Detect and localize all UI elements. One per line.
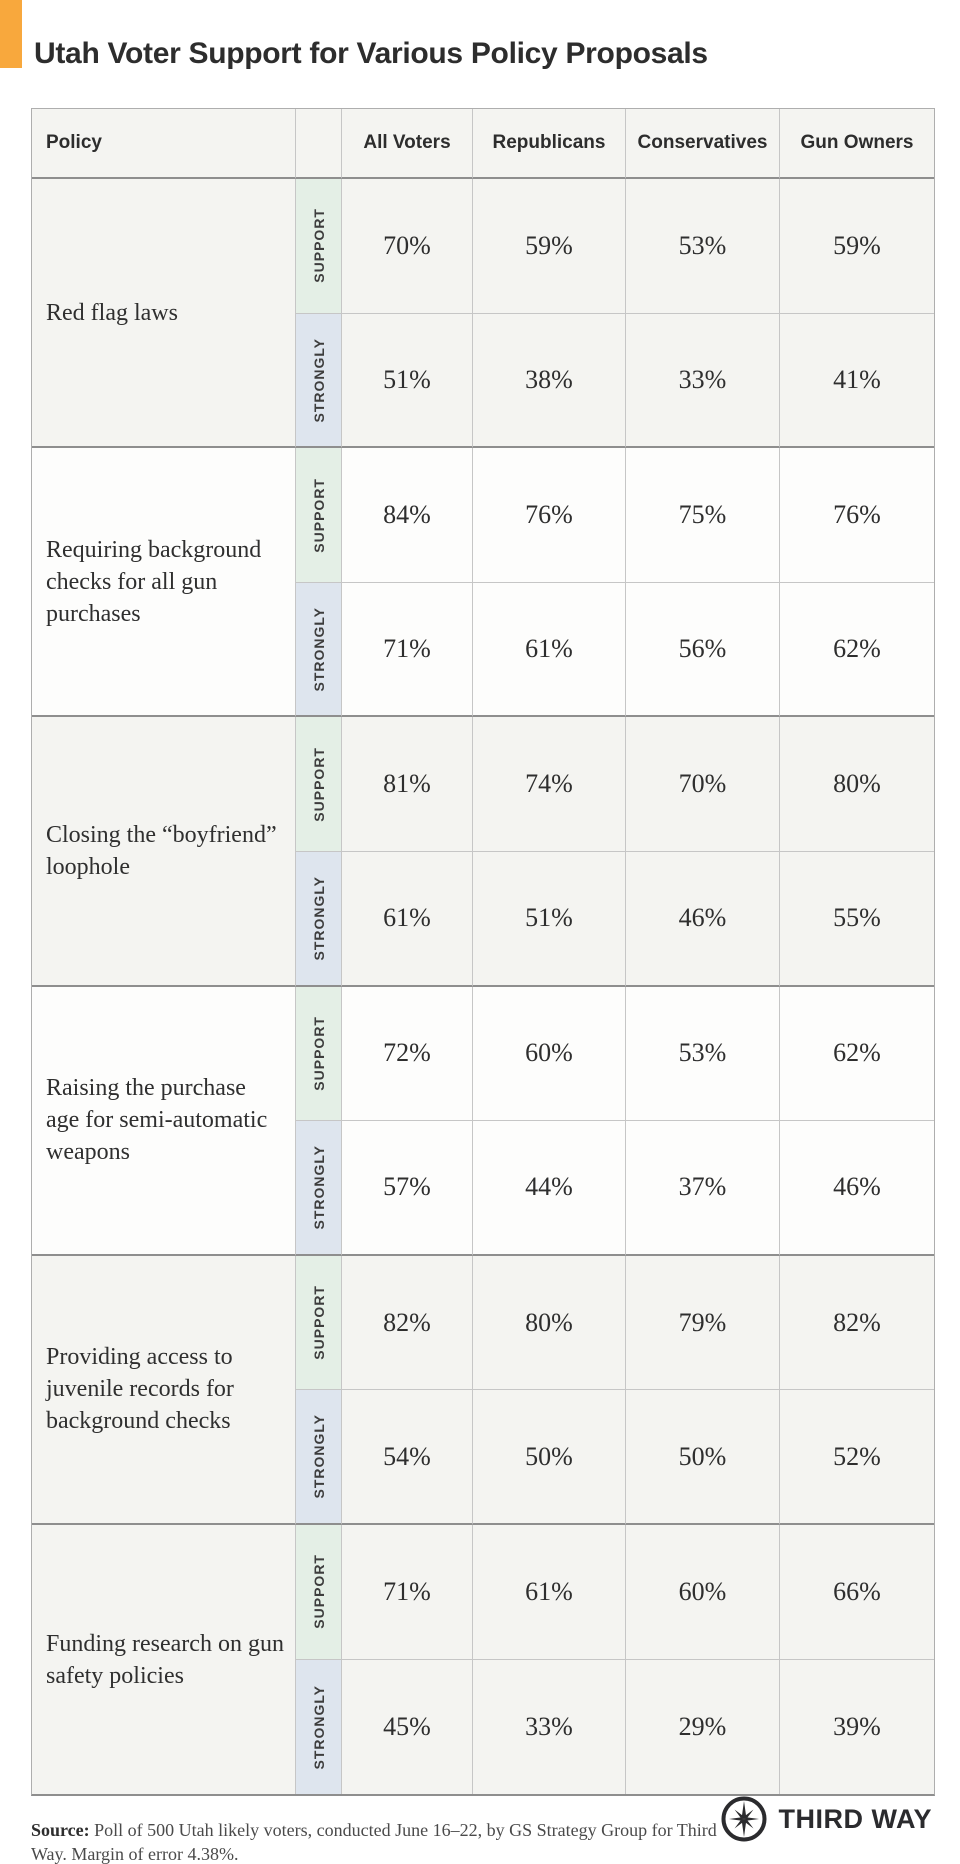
strongly-row-label: STRONGLY bbox=[296, 1121, 342, 1256]
support-value: 61% bbox=[473, 1524, 626, 1660]
support-value: 82% bbox=[342, 1255, 473, 1391]
strongly-value: 41% bbox=[780, 313, 934, 449]
policy-cell: Closing the “boyfriend” loophole bbox=[32, 717, 296, 987]
strongly-value: 56% bbox=[626, 582, 780, 718]
strongly-value: 61% bbox=[342, 851, 473, 987]
strongly-value: 38% bbox=[473, 313, 626, 449]
compass-icon bbox=[721, 1796, 767, 1842]
source-label: Source: bbox=[31, 1820, 90, 1840]
strongly-label-text: STRONGLY bbox=[310, 1414, 327, 1499]
header-group-3: Gun Owners bbox=[780, 109, 934, 179]
strongly-value: 50% bbox=[626, 1390, 780, 1525]
strongly-row-label: STRONGLY bbox=[296, 851, 342, 987]
support-row-label: SUPPORT bbox=[296, 1255, 342, 1391]
strongly-value: 51% bbox=[342, 313, 473, 449]
support-value: 76% bbox=[780, 448, 934, 583]
strongly-value: 62% bbox=[780, 582, 934, 718]
strongly-value: 57% bbox=[342, 1121, 473, 1256]
source-text: Poll of 500 Utah likely voters, conducte… bbox=[31, 1820, 717, 1864]
strongly-value: 55% bbox=[780, 851, 934, 987]
support-value: 75% bbox=[626, 448, 780, 583]
third-way-logo: THIRD WAY bbox=[720, 1795, 932, 1843]
policy-cell: Funding research on gun safety policies bbox=[32, 1524, 296, 1795]
support-label-text: SUPPORT bbox=[310, 746, 327, 822]
strongly-value: 33% bbox=[473, 1659, 626, 1795]
policy-cell: Red flag laws bbox=[32, 179, 296, 449]
strongly-value: 52% bbox=[780, 1390, 934, 1525]
strongly-label-text: STRONGLY bbox=[310, 606, 327, 692]
support-value: 66% bbox=[780, 1524, 934, 1660]
support-value: 62% bbox=[780, 986, 934, 1122]
support-value: 72% bbox=[342, 986, 473, 1122]
strongly-label-text: STRONGLY bbox=[310, 1145, 327, 1230]
support-value: 81% bbox=[342, 717, 473, 852]
strongly-value: 44% bbox=[473, 1121, 626, 1256]
support-row-label: SUPPORT bbox=[296, 448, 342, 583]
strongly-value: 37% bbox=[626, 1121, 780, 1256]
strongly-value: 45% bbox=[342, 1659, 473, 1795]
strongly-row-label: STRONGLY bbox=[296, 313, 342, 449]
header-group-2: Conservatives bbox=[626, 109, 780, 179]
support-value: 53% bbox=[626, 986, 780, 1122]
strongly-value: 29% bbox=[626, 1659, 780, 1795]
support-row-label: SUPPORT bbox=[296, 986, 342, 1122]
strongly-row-label: STRONGLY bbox=[296, 1659, 342, 1795]
strongly-value: 51% bbox=[473, 851, 626, 987]
strongly-label-text: STRONGLY bbox=[310, 1684, 327, 1770]
support-value: 53% bbox=[626, 179, 780, 314]
support-value: 59% bbox=[473, 179, 626, 314]
strongly-value: 54% bbox=[342, 1390, 473, 1525]
support-row-label: SUPPORT bbox=[296, 179, 342, 314]
support-label-text: SUPPORT bbox=[310, 1554, 327, 1630]
support-label-text: SUPPORT bbox=[310, 208, 327, 284]
strongly-label-text: STRONGLY bbox=[310, 876, 327, 961]
policy-cell: Requiring background checks for all gun … bbox=[32, 448, 296, 718]
support-value: 84% bbox=[342, 448, 473, 583]
header-policy: Policy bbox=[32, 109, 296, 179]
policy-support-table: Policy All Voters Republicans Conservatives… bbox=[31, 108, 935, 1797]
strongly-row-label: STRONGLY bbox=[296, 582, 342, 718]
support-label-text: SUPPORT bbox=[310, 1285, 327, 1360]
support-label-text: SUPPORT bbox=[310, 477, 327, 553]
support-row-label: SUPPORT bbox=[296, 1524, 342, 1660]
header-group-0: All Voters bbox=[342, 109, 473, 179]
support-value: 74% bbox=[473, 717, 626, 852]
support-value: 71% bbox=[342, 1524, 473, 1660]
page-title: Utah Voter Support for Various Policy Pr… bbox=[34, 37, 708, 71]
strongly-value: 71% bbox=[342, 582, 473, 718]
strongly-value: 39% bbox=[780, 1659, 934, 1795]
support-row-label: SUPPORT bbox=[296, 717, 342, 852]
strongly-value: 61% bbox=[473, 582, 626, 718]
accent-bar bbox=[0, 0, 22, 68]
support-value: 82% bbox=[780, 1255, 934, 1391]
support-value: 80% bbox=[780, 717, 934, 852]
support-value: 70% bbox=[626, 717, 780, 852]
strongly-value: 33% bbox=[626, 313, 780, 449]
support-label-text: SUPPORT bbox=[310, 1016, 327, 1091]
strongly-row-label: STRONGLY bbox=[296, 1390, 342, 1525]
strongly-label-text: STRONGLY bbox=[310, 337, 327, 423]
support-value: 76% bbox=[473, 448, 626, 583]
support-value: 60% bbox=[626, 1524, 780, 1660]
support-value: 70% bbox=[342, 179, 473, 314]
strongly-value: 46% bbox=[626, 851, 780, 987]
policy-cell: Raising the purchase age for semi-automa… bbox=[32, 986, 296, 1256]
logo-wordmark: THIRD WAY bbox=[778, 1803, 932, 1834]
header-group-1: Republicans bbox=[473, 109, 626, 179]
source-note: Source: Poll of 500 Utah likely voters, … bbox=[31, 1818, 731, 1864]
strongly-value: 46% bbox=[780, 1121, 934, 1256]
support-value: 80% bbox=[473, 1255, 626, 1391]
support-value: 59% bbox=[780, 179, 934, 314]
support-value: 60% bbox=[473, 986, 626, 1122]
strongly-value: 50% bbox=[473, 1390, 626, 1525]
support-value: 79% bbox=[626, 1255, 780, 1391]
policy-cell: Providing access to juvenile records for… bbox=[32, 1255, 296, 1525]
header-spacer bbox=[296, 109, 342, 179]
